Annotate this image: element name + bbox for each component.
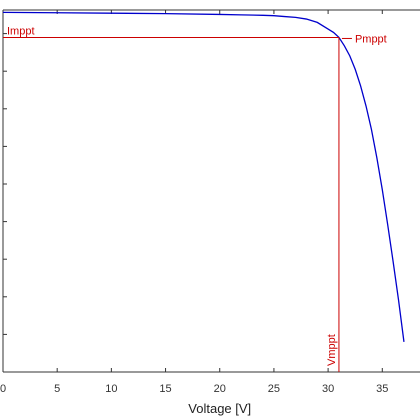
x-tick-label: 15 bbox=[159, 383, 171, 395]
iv-curve-line bbox=[2, 11, 405, 342]
x-tick-label: 35 bbox=[376, 383, 388, 395]
impp-label: Imppt bbox=[7, 25, 35, 37]
x-tick-label: 20 bbox=[214, 383, 226, 395]
x-tick-label: 10 bbox=[105, 383, 117, 395]
x-axis-label: Voltage [V] bbox=[188, 401, 251, 416]
x-tick-label: 30 bbox=[322, 383, 334, 395]
x-tick-label: 0 bbox=[0, 383, 6, 395]
vmpp-label: Vmppt bbox=[326, 334, 338, 366]
x-tick-label: 25 bbox=[268, 383, 280, 395]
x-tick-label: 5 bbox=[54, 383, 60, 395]
pmpp-label: Pmppt bbox=[355, 33, 387, 45]
